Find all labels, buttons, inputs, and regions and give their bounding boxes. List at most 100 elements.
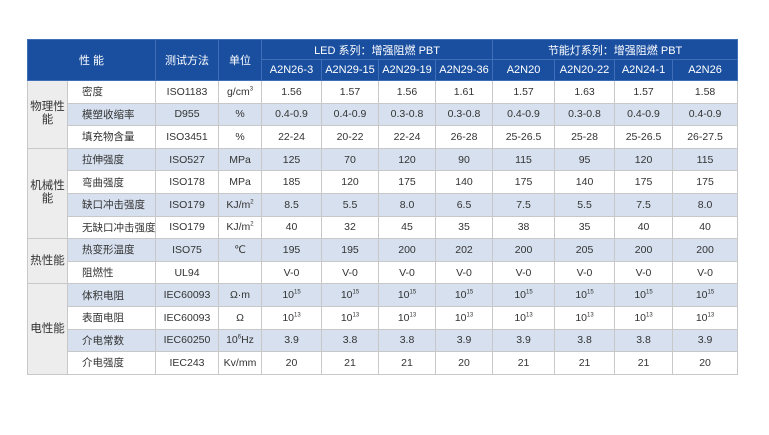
value-exponent: 15 bbox=[466, 289, 474, 296]
table-row: 物理性能 密度 ISO1183 g/cm3 1.56 1.57 1.56 1.61 1.57 1.… bbox=[27, 80, 739, 149]
value-cell: 35 bbox=[434, 215, 494, 240]
test-method: IEC60093 bbox=[155, 305, 219, 330]
value-cell: 0.4-0.9 bbox=[492, 102, 556, 127]
value-cell: 8.0 bbox=[672, 192, 739, 217]
unit-cell: % bbox=[218, 125, 262, 149]
value-cell: 175 bbox=[492, 170, 556, 194]
value-cell: 45 bbox=[378, 215, 436, 240]
value-cell: 21 bbox=[492, 351, 556, 375]
value-text: 1.57 bbox=[339, 85, 361, 98]
value-text: 120 bbox=[634, 153, 653, 166]
unit-cell: MPa bbox=[218, 170, 262, 194]
header-lamp-group: 节能灯系列：增强阻燃 PBT bbox=[492, 39, 739, 60]
value-cell: 1015 bbox=[614, 283, 674, 307]
value-text: 120 bbox=[398, 153, 416, 166]
value-text: 202 bbox=[455, 243, 473, 256]
unit-superscript: 2 bbox=[250, 199, 254, 206]
value-text: V-0 bbox=[456, 266, 472, 279]
value-text: 0.4-0.9 bbox=[688, 108, 722, 121]
value-text: 175 bbox=[696, 176, 714, 189]
value-text: 1.56 bbox=[396, 85, 418, 98]
value-text: 20-22 bbox=[336, 130, 364, 143]
value-cell: 1015 bbox=[672, 283, 739, 307]
value-exponent: 15 bbox=[526, 289, 533, 296]
value-cell: 20-22 bbox=[321, 125, 379, 149]
value-cell: 0.3-0.8 bbox=[378, 102, 436, 127]
value-cell: 200 bbox=[672, 238, 739, 262]
value-text: 3.8 bbox=[342, 334, 358, 347]
value-text: 26-27.5 bbox=[687, 130, 723, 143]
value-text: 8.0 bbox=[697, 198, 713, 211]
header-led-group: LED 系列：增强阻燃 PBT bbox=[260, 39, 494, 60]
unit-text: Ω·m bbox=[229, 289, 251, 302]
value-cell: 1013 bbox=[492, 305, 556, 330]
value-cell: 6.5 bbox=[434, 192, 494, 217]
value-cell: 3.8 bbox=[554, 328, 616, 353]
value-exponent: 15 bbox=[409, 289, 417, 296]
grade-header: A2N20 bbox=[492, 59, 556, 81]
test-method: ISO75 bbox=[155, 238, 219, 262]
value-cell: 175 bbox=[614, 170, 674, 194]
property-name: 拉伸强度 bbox=[67, 147, 156, 172]
value-text: 22-24 bbox=[393, 130, 421, 143]
value-cell: V-0 bbox=[672, 260, 739, 285]
value-cell: 20 bbox=[434, 351, 494, 375]
value-cell: 1.57 bbox=[321, 80, 379, 104]
value-cell: 0.4-0.9 bbox=[672, 102, 739, 127]
value-text: 10 bbox=[575, 311, 588, 324]
value-exponent: 13 bbox=[587, 312, 594, 319]
table-row: 表面电阻 IEC60093 Ω 1013 1013 1013 1013 1013 1013 101… bbox=[28, 305, 739, 330]
category-label-mechanical: 机械性能 bbox=[27, 147, 68, 240]
grade-header: A2N26-3 bbox=[261, 59, 322, 81]
value-exponent: 13 bbox=[526, 312, 533, 319]
value-text: 20 bbox=[285, 356, 298, 369]
value-text: 26-28 bbox=[450, 130, 478, 143]
value-text: 20 bbox=[458, 356, 470, 369]
value-cell: 195 bbox=[321, 238, 379, 262]
test-method: UL94 bbox=[155, 260, 219, 285]
value-cell: 7.5 bbox=[614, 192, 674, 217]
value-cell: 175 bbox=[672, 170, 739, 194]
value-cell: 202 bbox=[434, 238, 494, 262]
value-cell: 0.3-0.8 bbox=[434, 102, 494, 127]
test-method: ISO179 bbox=[155, 192, 219, 217]
category-label-physical: 物理性能 bbox=[27, 80, 68, 149]
value-text: V-0 bbox=[283, 266, 300, 279]
header-unit: 单位 bbox=[218, 39, 262, 81]
value-cell: 120 bbox=[614, 147, 674, 172]
value-text: 22-24 bbox=[278, 130, 305, 143]
value-cell: 3.9 bbox=[261, 328, 322, 353]
value-cell: 40 bbox=[614, 215, 674, 240]
value-text: 10 bbox=[514, 289, 527, 302]
value-text: 120 bbox=[341, 176, 359, 189]
value-cell: 115 bbox=[492, 147, 556, 172]
value-cell: 40 bbox=[672, 215, 739, 240]
value-text: 200 bbox=[634, 243, 653, 256]
value-text: 0.4-0.9 bbox=[275, 108, 308, 121]
value-text: 200 bbox=[398, 243, 416, 256]
value-cell: V-0 bbox=[321, 260, 379, 285]
value-text: 45 bbox=[401, 221, 413, 234]
value-text: 3.9 bbox=[516, 334, 531, 347]
value-cell: 1013 bbox=[554, 305, 616, 330]
value-cell: 7.5 bbox=[492, 192, 556, 217]
value-text: 21 bbox=[578, 356, 591, 369]
value-cell: 195 bbox=[261, 238, 322, 262]
value-cell: 25-26.5 bbox=[492, 125, 556, 149]
value-text: 175 bbox=[514, 176, 533, 189]
value-cell: 1.57 bbox=[492, 80, 556, 104]
value-text: 25-26.5 bbox=[505, 130, 542, 143]
value-cell: 26-28 bbox=[434, 125, 494, 149]
grade-header: A2N26 bbox=[672, 59, 739, 81]
value-text: 115 bbox=[515, 153, 532, 166]
value-cell: 3.9 bbox=[492, 328, 556, 353]
value-cell: 1015 bbox=[492, 283, 556, 307]
value-text: 0.3-0.8 bbox=[568, 108, 601, 121]
unit-text: ℃ bbox=[234, 243, 246, 256]
value-text: 125 bbox=[282, 153, 301, 166]
value-text: 10 bbox=[695, 289, 708, 302]
unit-text: % bbox=[235, 108, 245, 121]
unit-cell: KJ/m2 bbox=[218, 215, 262, 240]
unit-cell: Ω bbox=[218, 305, 262, 330]
value-cell: 120 bbox=[321, 170, 379, 194]
